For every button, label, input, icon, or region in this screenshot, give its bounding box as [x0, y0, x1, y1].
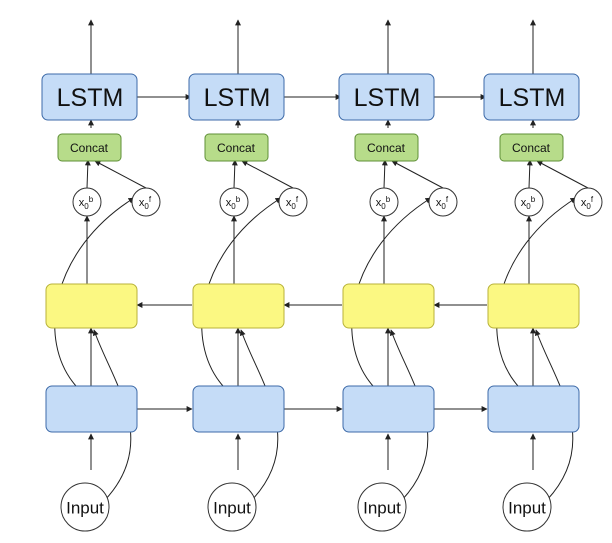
- edge-xf-to-concat: [241, 160, 294, 189]
- x-base: x: [581, 197, 587, 209]
- x0b-label: x0b: [226, 195, 241, 211]
- backward-lstm-cell: [192, 283, 285, 329]
- input-node: [502, 482, 552, 532]
- concat-box: [57, 133, 122, 162]
- lstm-box: [188, 73, 285, 121]
- concat-box: [204, 133, 269, 162]
- x0f-node: [278, 187, 308, 217]
- x-superscript: b: [531, 195, 536, 204]
- backward-lstm-cell: [45, 283, 138, 329]
- lstm-box: [41, 73, 138, 121]
- lstm-label: LSTM: [499, 84, 566, 112]
- x-subscript: 0: [586, 202, 591, 211]
- x0b-node: [514, 187, 544, 217]
- x-base: x: [79, 197, 85, 209]
- x0f-label: x0f: [286, 195, 299, 211]
- lstm-box: [338, 73, 435, 121]
- input-label: Input: [508, 499, 546, 518]
- x-superscript: b: [386, 195, 391, 204]
- x-superscript: f: [446, 195, 449, 204]
- x-base: x: [376, 197, 382, 209]
- x-superscript: f: [149, 195, 152, 204]
- forward-lstm-cell: [192, 385, 285, 433]
- x-subscript: 0: [231, 202, 236, 211]
- x-superscript: f: [296, 195, 299, 204]
- x0f-node: [131, 187, 161, 217]
- x-superscript: b: [236, 195, 241, 204]
- input-node: [207, 482, 257, 532]
- edge-xb-to-concat: [526, 159, 533, 189]
- x0f-node: [428, 187, 458, 217]
- x-subscript: 0: [526, 202, 531, 211]
- x-base: x: [286, 197, 292, 209]
- x-base: x: [139, 197, 145, 209]
- x0b-node: [72, 187, 102, 217]
- concat-label: Concat: [70, 141, 109, 155]
- x-subscript: 0: [381, 202, 386, 211]
- x-subscript: 0: [84, 202, 89, 211]
- x-base: x: [436, 197, 442, 209]
- lstm-label: LSTM: [354, 84, 421, 112]
- edge-xf-to-concat: [94, 160, 147, 189]
- x-subscript: 0: [441, 202, 446, 211]
- x-superscript: b: [89, 195, 94, 204]
- x0b-node: [219, 187, 249, 217]
- input-node: [60, 482, 110, 532]
- x-subscript: 0: [291, 202, 296, 211]
- lstm-box: [483, 73, 580, 121]
- concat-label: Concat: [217, 141, 256, 155]
- concat-label: Concat: [367, 141, 406, 155]
- x-superscript: f: [591, 195, 594, 204]
- edge-xf-to-concat: [536, 160, 589, 189]
- x0b-node: [369, 187, 399, 217]
- input-label: Input: [213, 499, 251, 518]
- concat-label: Concat: [512, 141, 551, 155]
- edge-xf-to-concat: [391, 160, 444, 189]
- x0f-label: x0f: [581, 195, 594, 211]
- edge-xb-to-concat: [84, 159, 91, 189]
- x-subscript: 0: [144, 202, 149, 211]
- edge-xb-to-concat: [381, 159, 388, 189]
- lstm-label: LSTM: [57, 84, 124, 112]
- edge-xb-to-concat: [231, 159, 238, 189]
- concat-box: [354, 133, 419, 162]
- forward-lstm-cell: [342, 385, 435, 433]
- input-label: Input: [66, 499, 104, 518]
- x0b-label: x0b: [79, 195, 94, 211]
- lstm-label: LSTM: [204, 84, 271, 112]
- forward-lstm-cell: [487, 385, 580, 433]
- input-label: Input: [363, 499, 401, 518]
- x0f-label: x0f: [436, 195, 449, 211]
- input-node: [357, 482, 407, 532]
- x0b-label: x0b: [521, 195, 536, 211]
- x0f-node: [573, 187, 603, 217]
- forward-lstm-cell: [45, 385, 138, 433]
- x0f-label: x0f: [139, 195, 152, 211]
- backward-lstm-cell: [342, 283, 435, 329]
- x-base: x: [521, 197, 527, 209]
- x0b-label: x0b: [376, 195, 391, 211]
- concat-box: [499, 133, 564, 162]
- x-base: x: [226, 197, 232, 209]
- backward-lstm-cell: [487, 283, 580, 329]
